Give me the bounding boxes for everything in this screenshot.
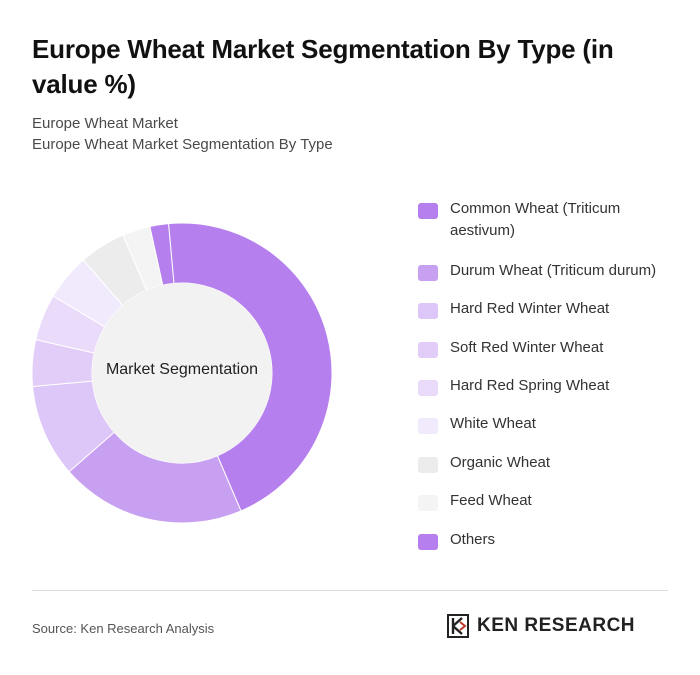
source-note: Source: Ken Research Analysis <box>32 621 215 636</box>
legend-item: Organic Wheat <box>418 452 688 474</box>
legend-swatch <box>418 265 438 281</box>
legend-item: Durum Wheat (Triticum durum) <box>418 260 688 282</box>
legend-item: White Wheat <box>418 413 688 435</box>
page-title: Europe Wheat Market Segmentation By Type… <box>32 34 614 99</box>
legend-swatch <box>418 534 438 550</box>
legend-label: Hard Red Spring Wheat <box>450 377 610 394</box>
subtitle: Europe Wheat Market Europe Wheat Market … <box>32 113 333 155</box>
subtitle-line-1: Europe Wheat Market <box>32 115 178 132</box>
legend-swatch <box>418 342 438 358</box>
legend-swatch <box>418 203 438 219</box>
legend-label: Feed Wheat <box>450 492 532 509</box>
donut-chart <box>31 222 333 524</box>
brand-logo: KEN RESEARCH <box>447 614 635 638</box>
donut-center-label: Market Segmentation <box>105 361 259 378</box>
legend-label: Soft Red Winter Wheat <box>450 339 604 356</box>
legend-swatch <box>418 303 438 319</box>
legend-label: Durum Wheat (Triticum durum) <box>450 262 657 279</box>
legend-label: Others <box>450 531 496 548</box>
legend-item: Common Wheat (Triticum aestivum) <box>418 198 688 242</box>
legend-label: Hard Red Winter Wheat <box>450 300 610 317</box>
legend-item: Others <box>418 529 688 551</box>
legend-label: Common Wheat (Triticum aestivum) <box>450 200 621 239</box>
legend-swatch <box>418 457 438 473</box>
legend-label: White Wheat <box>450 415 536 432</box>
legend-item: Soft Red Winter Wheat <box>418 337 688 359</box>
legend-swatch <box>418 495 438 511</box>
ken-research-logo-icon <box>447 614 469 638</box>
legend-item: Hard Red Spring Wheat <box>418 375 688 397</box>
subtitle-line-2: Europe Wheat Market Segmentation By Type <box>32 136 333 153</box>
donut-hole <box>92 283 272 463</box>
brand-name: KEN RESEARCH <box>477 615 636 636</box>
legend-item: Hard Red Winter Wheat <box>418 298 688 320</box>
legend-item: Feed Wheat <box>418 490 688 512</box>
legend-swatch <box>418 380 438 396</box>
donut-slices <box>31 222 333 524</box>
legend-swatch <box>418 418 438 434</box>
footer-divider <box>32 590 668 591</box>
legend-label: Organic Wheat <box>450 454 551 471</box>
